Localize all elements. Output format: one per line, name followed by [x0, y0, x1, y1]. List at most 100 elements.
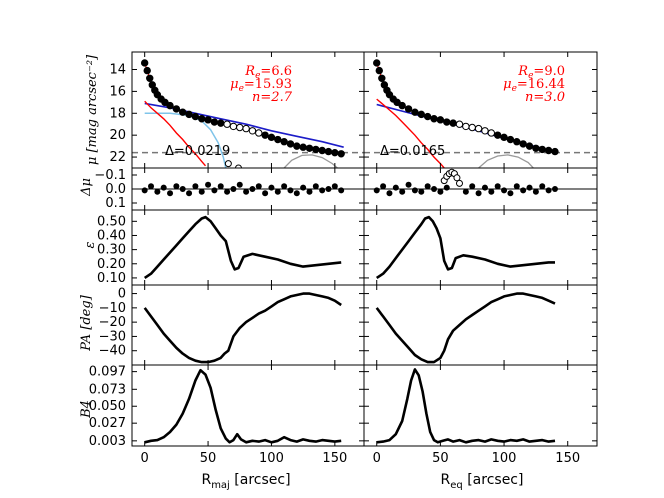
residual-point: [513, 183, 520, 190]
residual-point: [539, 183, 546, 190]
y-tick-label: −20: [99, 315, 126, 330]
residual-point: [405, 181, 412, 188]
residual-point: [475, 190, 482, 197]
residual-point: [386, 190, 393, 197]
profile-data-point: [532, 144, 540, 153]
left-eps-plot-area: [143, 215, 342, 279]
right-mu-plot-area: [364, 59, 597, 168]
profile-data-point: [378, 74, 386, 82]
y-tick-label: −40: [99, 344, 126, 359]
residual-point: [331, 183, 338, 190]
dmu-axis-title: Δμ: [79, 178, 94, 197]
y-tick-label: 22: [109, 150, 126, 165]
y-tick-label: −10: [99, 301, 126, 316]
residual-point: [373, 187, 380, 194]
pa-profile-line: [375, 292, 556, 364]
right-x-axis-title: Req [arcsec]: [441, 472, 524, 491]
left-b4-plot-area: [144, 368, 342, 444]
eps-profile-line: [375, 215, 555, 279]
residual-point: [411, 187, 418, 194]
y-tick-label: 0: [118, 287, 126, 302]
panel-frame: [363, 284, 598, 366]
x-tick-label: 0: [141, 451, 149, 466]
residual-point: [501, 187, 508, 194]
residual-point: [462, 188, 469, 195]
profile-data-point: [468, 123, 476, 132]
y-tick-label: 0.10: [97, 271, 126, 286]
profile-data-point: [166, 101, 174, 110]
b4-axis-title: B4: [79, 400, 94, 419]
left-n-label: n=2.7: [252, 90, 293, 105]
left-delta-label: Δ=0.0219: [165, 144, 230, 159]
right-dmu-panel: [363, 167, 598, 211]
b4-profile-line: [144, 368, 342, 444]
residual-excluded-point: [455, 179, 463, 187]
profile-data-point: [493, 131, 502, 139]
profile-data-point: [146, 74, 154, 82]
residual-point: [217, 183, 224, 190]
left-b4-panel: 0.003 0.027 0.050 0.073 0.097 0 50 100 150: [89, 364, 365, 466]
profile-data-point: [500, 133, 508, 142]
residual-point: [236, 181, 243, 188]
left-x-axis-title: Rmaj [arcsec]: [201, 472, 290, 491]
right-re-label: Re=9.0: [517, 64, 565, 81]
profile-data-point: [143, 66, 151, 75]
profile-data-point: [324, 147, 333, 156]
profile-data-point: [544, 146, 553, 155]
residual-point: [268, 184, 275, 191]
profile-data-point: [305, 144, 314, 153]
residual-point: [418, 188, 425, 195]
y-tick-label: 0.30: [97, 243, 126, 258]
mu-axis-title: μ [mag arcsec⁻²]: [85, 54, 100, 165]
x-tick-label: 100: [259, 451, 284, 466]
profile-data-point: [375, 66, 383, 75]
left-fit-parameters: Re=6.6 μe=15.93 n=2.7 Δ=0.0219: [165, 64, 293, 159]
residual-point: [167, 190, 174, 197]
y-tick-label: 0.0: [105, 182, 126, 197]
residual-point: [399, 188, 406, 195]
left-re-label: Re=6.6: [244, 64, 292, 81]
residual-point: [507, 190, 514, 197]
residual-point: [293, 190, 300, 197]
residual-point: [160, 184, 167, 191]
residual-point: [287, 187, 294, 194]
y-tick-label: 16: [109, 84, 126, 99]
profile-data-point: [417, 110, 425, 119]
profile-data-point: [525, 142, 534, 150]
pa-profile-line: [143, 292, 342, 364]
left-pa-panel: −40−30−20−100: [99, 284, 365, 366]
y-tick-label: 18: [109, 106, 126, 121]
residual-point: [551, 186, 558, 192]
sky-residual-curve: [283, 154, 338, 168]
right-b4-plot-area: [376, 368, 556, 444]
residual-point: [526, 184, 533, 191]
profile-data-point: [411, 108, 419, 116]
profile-data-point: [299, 143, 307, 151]
residual-point: [306, 188, 313, 195]
y-tick-label: 0.003: [89, 434, 126, 449]
residual-point: [192, 183, 199, 190]
left-mue-label: μe=15.93: [230, 77, 292, 94]
residual-point: [494, 183, 501, 190]
residual-point: [154, 188, 161, 195]
residual-point: [224, 188, 231, 195]
profile-data-point: [331, 148, 339, 157]
residual-point: [141, 187, 148, 194]
right-n-label: n=3.0: [525, 90, 565, 105]
profile-data-point: [393, 98, 401, 107]
excluded-data-point: [224, 160, 232, 168]
panel-frame: [363, 364, 598, 447]
left-dmu-plot-area: [132, 181, 364, 197]
profile-data-point: [280, 138, 288, 146]
profile-data-point: [261, 131, 269, 139]
profile-data-point: [229, 122, 238, 131]
x-tick-label: 50: [432, 451, 449, 466]
profile-data-point: [161, 98, 169, 107]
residual-point: [243, 188, 250, 195]
residual-point: [211, 187, 218, 194]
pa-axis-title: PA [deg]: [79, 294, 94, 351]
profile-data-point: [191, 112, 200, 121]
profile-data-point: [172, 105, 181, 113]
right-b4-panel: 0 50 100 150: [363, 364, 598, 466]
residual-point: [443, 184, 450, 191]
